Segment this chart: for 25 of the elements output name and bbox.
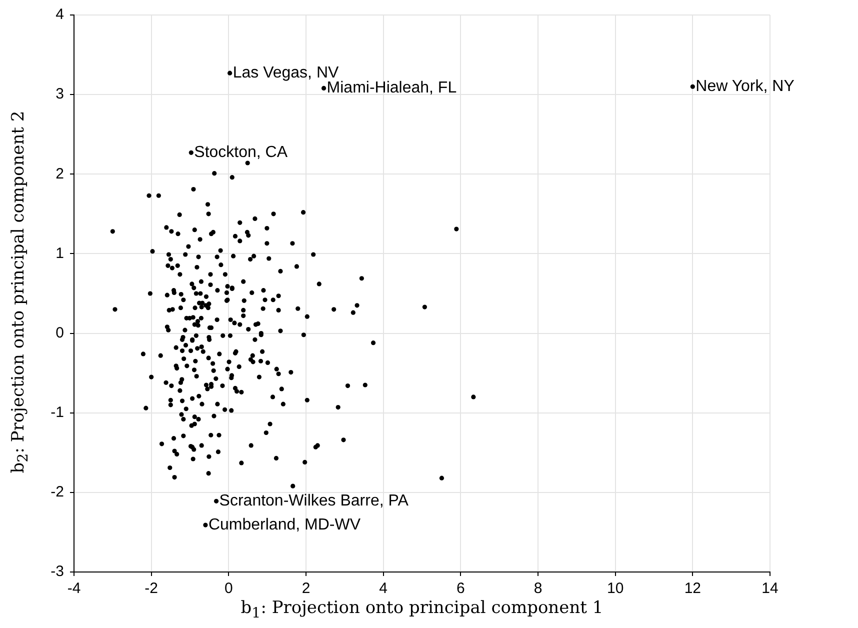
annotation: Cumberland, MD-WV [208, 516, 361, 534]
y-tick-label: -2 [50, 484, 64, 501]
x-tick-label: 12 [684, 580, 702, 598]
y-tick-label: -1 [50, 404, 64, 421]
annotation: New York, NY [696, 78, 795, 96]
x-tick-label: 6 [456, 580, 465, 598]
y-tick-label: 2 [56, 165, 64, 182]
y-tick-label: 0 [56, 324, 64, 342]
x-tick-label: 2 [302, 580, 310, 598]
x-tick-label: 8 [534, 580, 542, 598]
x-tick-label: -2 [144, 580, 158, 598]
x-tick-label: 0 [224, 580, 233, 598]
x-tick-label: 14 [762, 580, 778, 598]
x-tick-label: 4 [379, 580, 388, 598]
annotation: Stockton, CA [194, 144, 288, 162]
y-tick-label: 3 [56, 86, 64, 103]
annotation: Miami-Hialeah, FL [326, 80, 457, 97]
y-tick-label: -3 [50, 563, 64, 580]
annotation: Scranton-Wilkes Barre, PA [219, 492, 409, 510]
x-tick-label: -4 [67, 580, 81, 598]
x-tick-label: 10 [606, 580, 624, 598]
annotation: Las Vegas, NV [232, 64, 339, 82]
y-tick-label: 1 [56, 244, 64, 262]
y-tick-label: 4 [56, 6, 64, 24]
x-axis-title: b$_{1}$: Projection onto principal component 1 [240, 598, 604, 622]
